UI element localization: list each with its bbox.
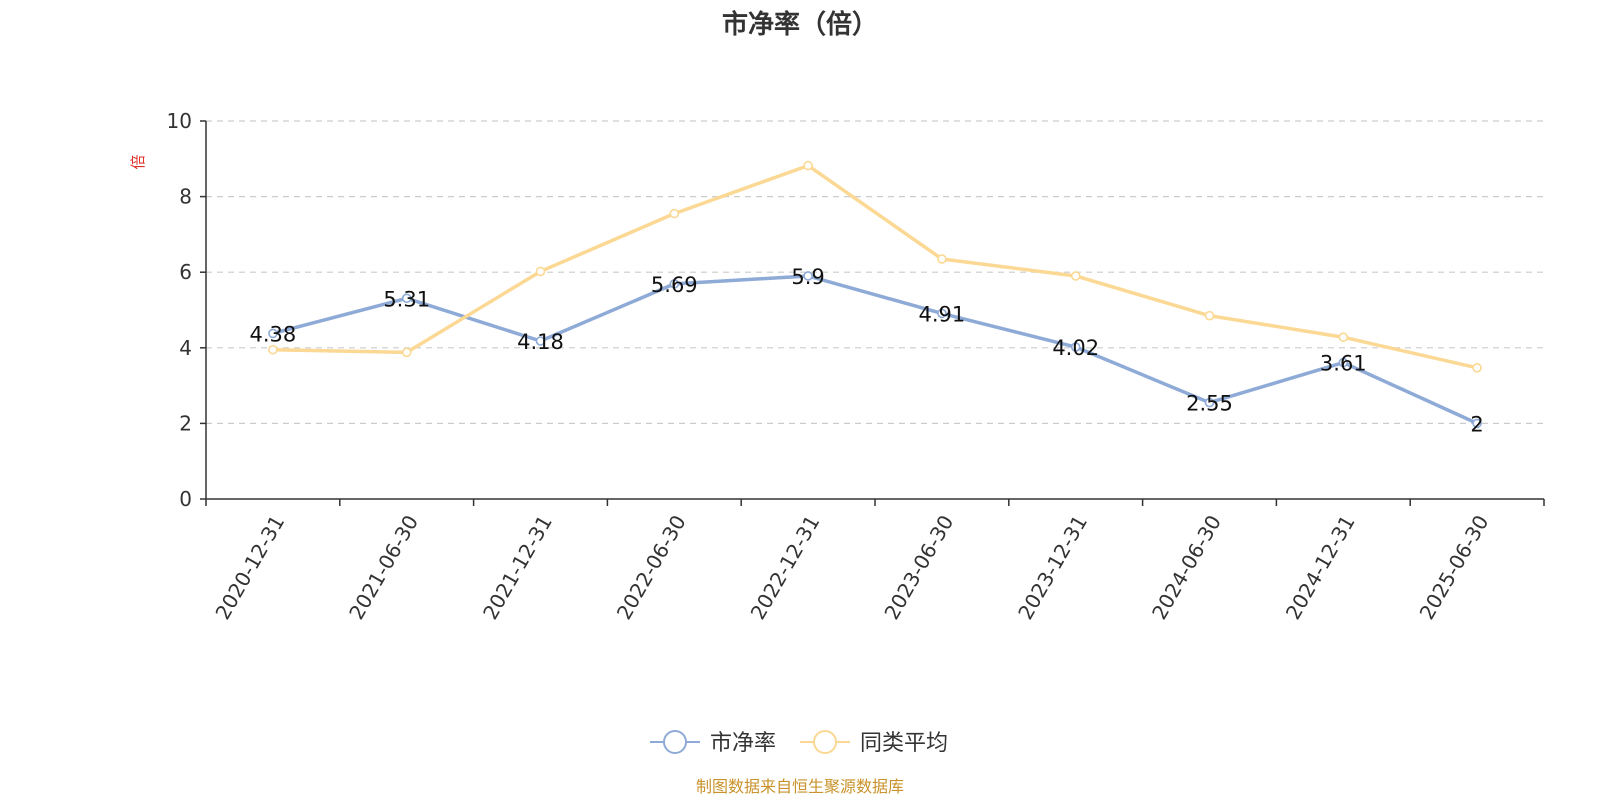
x-tick-label: 2024-12-31: [1281, 511, 1360, 624]
data-label: 4.38: [250, 322, 297, 346]
data-point: [268, 344, 278, 355]
x-tick-label: 2025-06-30: [1415, 511, 1494, 624]
x-tick-label: 2022-06-30: [612, 511, 691, 624]
data-label: 5.69: [651, 273, 698, 297]
data-point: [535, 336, 546, 346]
data-point: [401, 347, 412, 358]
y-tick-label: 10: [167, 109, 192, 133]
data-point: [1338, 357, 1349, 368]
data-label: 4.91: [919, 302, 966, 326]
data-point: [803, 160, 813, 171]
series-1: [268, 160, 1482, 373]
x-tick-label: 2020-12-31: [210, 511, 289, 624]
y-tick-label: 4: [179, 336, 192, 360]
x-tick-label: 2023-06-30: [879, 511, 958, 624]
data-point: [1338, 332, 1349, 343]
data-point: [1070, 342, 1081, 352]
data-point: [268, 328, 278, 339]
y-tick-label: 6: [179, 260, 192, 284]
legend[interactable]: 市净率 同类平均: [650, 730, 948, 756]
legend-label: 同类平均: [860, 731, 948, 756]
data-labels: 4.38 5.31 4.18 5.69 5.9 4.91 4.02 2.55 3.61 2: [250, 265, 1484, 436]
data-point: [803, 271, 813, 281]
data-label: 4.02: [1052, 336, 1099, 360]
data-label: 2.55: [1186, 392, 1233, 416]
data-label: 2: [1470, 412, 1483, 436]
y-tick-label: 2: [179, 411, 192, 435]
legend-item-1[interactable]: 同类平均: [800, 730, 948, 756]
y-axis-label: 倍: [129, 154, 147, 169]
data-point: [1070, 271, 1081, 281]
data-point: [535, 266, 546, 277]
data-point: [937, 254, 947, 264]
x-tick-label: 2022-12-31: [746, 511, 825, 624]
series-0: [268, 271, 1482, 429]
data-point: [1472, 363, 1482, 373]
y-tick-label: 0: [179, 487, 192, 511]
grid-lines: [206, 120, 1544, 424]
data-point: [937, 308, 947, 319]
series-lines: [268, 160, 1482, 429]
x-tick-label: 2023-12-31: [1013, 511, 1092, 624]
data-label: 5.31: [383, 287, 430, 311]
data-point: [1204, 310, 1215, 321]
series-line: [271, 274, 1479, 426]
legend-item-0[interactable]: 市净率: [650, 730, 776, 756]
series-line: [271, 163, 1479, 370]
data-label: 5.9: [791, 265, 824, 289]
x-tick-label: 2021-12-31: [478, 511, 557, 624]
data-point: [669, 208, 680, 219]
legend-circle-icon: [663, 730, 687, 754]
legend-label: 市净率: [710, 731, 776, 756]
data-point: [1204, 397, 1215, 408]
data-point: [1472, 418, 1482, 429]
y-tick-label: 8: [179, 185, 192, 209]
data-source-note: 制图数据来自恒生聚源数据库: [696, 777, 904, 796]
data-point: [669, 279, 680, 289]
x-tick-label: 2021-06-30: [344, 511, 423, 624]
legend-circle-icon: [813, 730, 837, 754]
chart-title: 市净率（倍）: [722, 9, 878, 40]
data-label: 4.18: [517, 330, 564, 354]
data-point: [401, 293, 412, 304]
data-label: 3.61: [1320, 352, 1367, 376]
x-tick-label: 2024-06-30: [1147, 511, 1226, 624]
